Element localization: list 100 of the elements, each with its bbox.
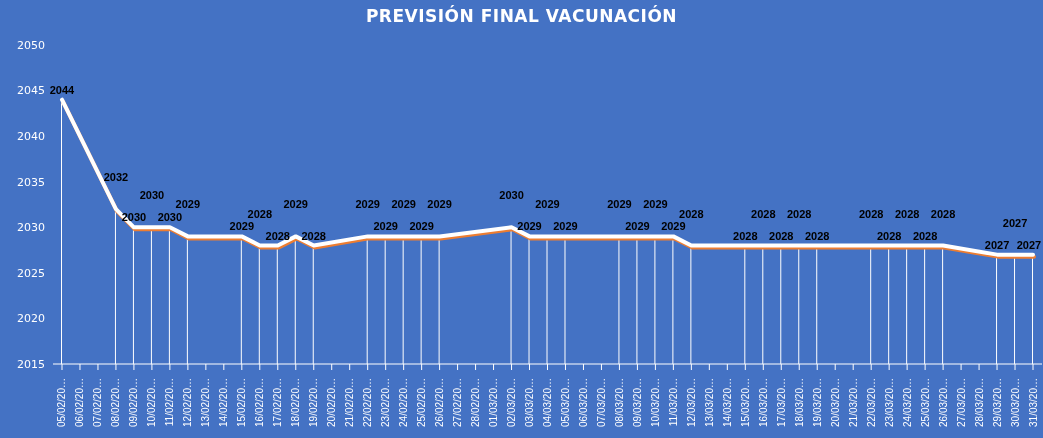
x-tick-label: 22/02/20…	[362, 378, 374, 427]
y-tick-label: 2045	[17, 84, 45, 98]
data-label: 2028	[876, 229, 902, 242]
data-label: 2032	[103, 171, 129, 184]
data-label: 2030	[499, 189, 524, 202]
data-label: 2028	[858, 207, 884, 220]
x-tick-label: 07/03/20…	[595, 378, 607, 427]
x-tick-label: 21/02/20…	[344, 378, 356, 427]
x-tick-label: 31/03/20…	[1027, 378, 1039, 427]
x-tick-label: 10/03/20…	[649, 378, 661, 427]
data-label: 2028	[247, 207, 273, 220]
x-tick-label: 20/02/20…	[326, 378, 338, 427]
data-label: 2029	[229, 220, 255, 233]
data-label: 2029	[355, 198, 380, 211]
x-tick-label: 19/02/20…	[308, 378, 320, 427]
x-tick-label: 14/03/20…	[721, 378, 733, 427]
data-label: 2028	[679, 207, 704, 220]
x-tick-label: 15/02/20…	[236, 378, 248, 427]
x-tick-label: 07/02/20…	[92, 378, 104, 427]
x-tick-label: 26/03/20…	[937, 378, 949, 427]
x-tick-label: 08/03/20…	[613, 378, 625, 427]
x-tick-label: 26/02/20…	[434, 378, 446, 427]
y-tick-label: 2025	[17, 266, 45, 280]
y-tick-label: 2030	[17, 221, 45, 235]
data-label: 2029	[373, 220, 398, 233]
x-tick-label: 13/02/20…	[200, 378, 212, 427]
chart-title: PREVISIÓN FINAL VACUNACIÓN	[364, 6, 679, 26]
y-tick-label: 2015	[17, 357, 45, 371]
x-tick-label: 28/03/20…	[973, 378, 985, 427]
y-tick-label: 2035	[17, 175, 45, 189]
data-label: 2030	[157, 211, 183, 224]
data-label: 2029	[535, 198, 560, 211]
x-tick-label: 23/02/20…	[380, 378, 392, 427]
x-tick-label: 06/02/20…	[74, 378, 86, 427]
x-tick-label: 15/03/20…	[739, 378, 751, 427]
x-tick-label: 29/03/20…	[991, 378, 1003, 427]
x-tick-label: 11/03/20…	[667, 378, 679, 427]
data-label: 2027	[1016, 238, 1042, 251]
x-tick-label: 02/03/20…	[506, 378, 518, 427]
data-label: 2028	[265, 229, 291, 242]
x-tick-label: 04/03/20…	[542, 378, 553, 427]
x-tick-label: 21/03/20…	[847, 378, 859, 427]
data-label: 2029	[607, 198, 632, 211]
x-tick-label: 30/03/20…	[1009, 378, 1021, 427]
data-label: 2044	[49, 83, 76, 96]
data-label: 2029	[409, 220, 434, 233]
x-tick-label: 09/03/20…	[631, 378, 643, 427]
y-tick-label: 2040	[17, 130, 45, 144]
data-label: 2029	[283, 198, 308, 211]
data-label: 2028	[912, 229, 938, 242]
x-tick-label: 08/02/20…	[110, 378, 122, 427]
x-tick-label: 27/03/20…	[955, 378, 967, 427]
x-tick-label: 05/02/20…	[56, 378, 68, 427]
x-tick-label: 06/03/20…	[577, 378, 589, 427]
x-tick-label: 16/02/20…	[254, 378, 266, 427]
x-tick-label: 24/02/20…	[398, 378, 410, 427]
data-label: 2029	[517, 220, 542, 233]
y-tick-label: 2020	[17, 312, 45, 326]
x-tick-label: 22/03/20…	[865, 378, 877, 427]
x-tick-label: 12/03/20…	[685, 378, 697, 427]
x-tick-label: 27/02/20…	[452, 378, 464, 427]
x-tick-label: 09/02/20…	[128, 378, 140, 427]
data-label: 2028	[787, 207, 812, 220]
data-label: 2027	[984, 238, 1010, 251]
data-label: 2030	[139, 189, 165, 202]
x-tick-label: 03/03/20…	[524, 378, 536, 427]
x-tick-label: 10/02/20…	[146, 378, 158, 427]
data-label: 2028	[894, 207, 920, 220]
x-tick-label: 25/03/20…	[919, 378, 931, 427]
data-label: 2028	[751, 207, 776, 220]
x-tick-label: 12/02/20…	[182, 378, 194, 427]
data-label: 2029	[553, 220, 578, 233]
x-tick-label: 23/03/20…	[883, 378, 895, 427]
data-label: 2028	[930, 207, 956, 220]
x-tick-label: 19/03/20…	[811, 378, 823, 427]
y-tick-label: 2050	[17, 38, 45, 52]
x-tick-label: 05/03/20…	[559, 378, 571, 427]
x-tick-label: 17/03/20…	[775, 378, 787, 427]
x-tick-label: 18/03/20…	[793, 378, 805, 427]
x-tick-label: 01/03/20…	[488, 378, 500, 427]
x-tick-label: 24/03/20…	[901, 378, 913, 427]
data-label: 2027	[1002, 216, 1028, 229]
x-tick-label: 28/02/20…	[470, 378, 482, 427]
data-label: 2029	[391, 198, 416, 211]
data-label: 2028	[769, 229, 794, 242]
x-tick-label: 11/02/20…	[164, 378, 176, 427]
x-tick-label: 16/03/20…	[757, 378, 769, 427]
data-label: 2028	[733, 229, 758, 242]
x-tick-label: 18/02/20…	[290, 378, 302, 427]
x-tick-label: 25/02/20…	[416, 378, 428, 427]
data-label: 2028	[804, 229, 830, 242]
x-tick-label: 13/03/20…	[703, 378, 715, 427]
data-label: 2029	[427, 198, 452, 211]
x-tick-label: 17/02/20…	[272, 378, 284, 427]
x-tick-label: 20/03/20…	[829, 378, 841, 427]
data-label: 2028	[301, 229, 326, 242]
data-label: 2029	[661, 220, 686, 233]
data-label: 2029	[625, 220, 650, 233]
x-tick-label: 14/02/20…	[218, 378, 230, 427]
data-label: 2029	[175, 198, 201, 211]
